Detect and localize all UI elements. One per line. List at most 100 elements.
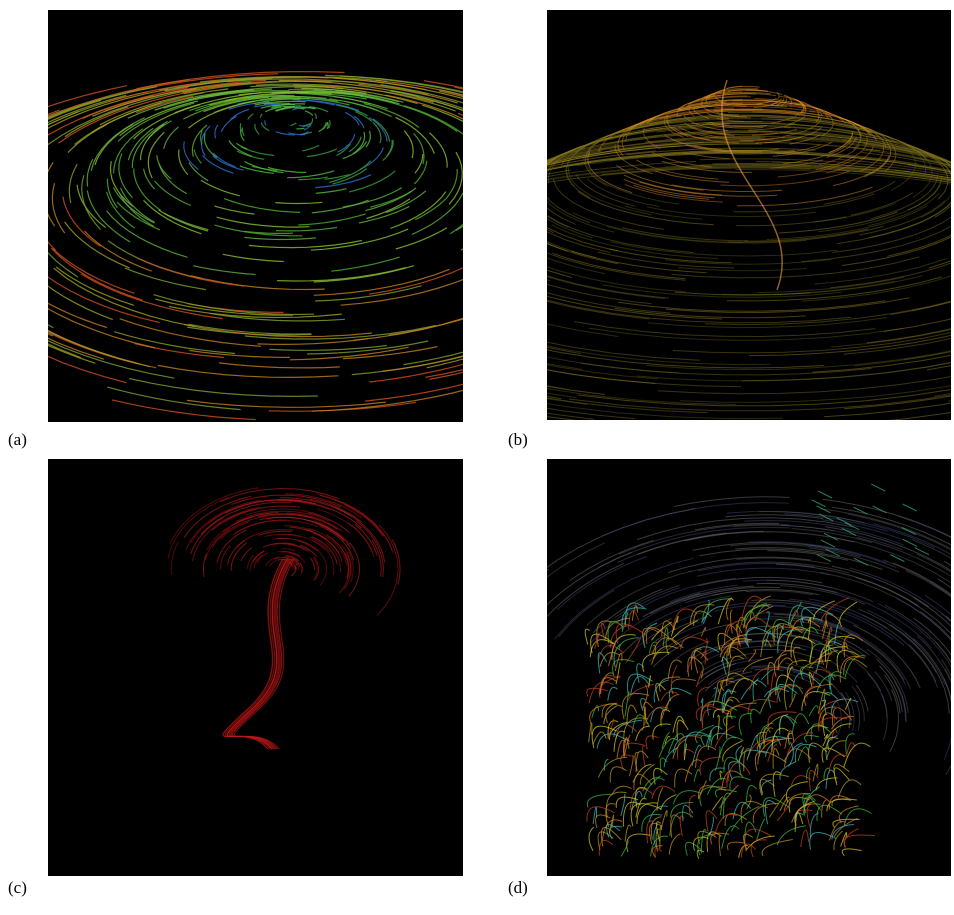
streamline: [226, 558, 288, 750]
streamline: [385, 94, 463, 120]
streamline: [646, 101, 719, 125]
streamline: [411, 191, 463, 236]
streamline: [838, 626, 912, 690]
streamline: [874, 671, 893, 701]
streamline: [239, 165, 274, 174]
streamline: [694, 145, 780, 152]
streamline: [547, 345, 771, 366]
streamline: [695, 670, 703, 688]
streamline: [767, 744, 778, 763]
streamline: [772, 626, 804, 645]
streamline: [784, 730, 795, 749]
streamline: [547, 136, 613, 166]
streamline: [668, 833, 681, 855]
streamline: [746, 734, 759, 761]
streamline: [332, 168, 368, 185]
streamline: [864, 140, 892, 178]
streamline: [867, 609, 916, 642]
streamline: [902, 538, 918, 547]
streamline: [801, 114, 899, 145]
streamline: [157, 364, 339, 379]
streamline: [693, 836, 709, 851]
streamline: [684, 531, 855, 543]
streamline: [847, 167, 951, 181]
streamline: [183, 141, 199, 170]
streamline: [812, 107, 846, 124]
streamline: [609, 151, 882, 161]
streamline: [819, 136, 951, 163]
streamline: [310, 228, 409, 251]
streamline: [813, 202, 896, 223]
streamline: [552, 178, 664, 230]
streamline: [324, 173, 350, 180]
streamline: [819, 588, 933, 649]
streamline: [708, 121, 767, 128]
streamline: [679, 815, 685, 837]
streamline: [682, 95, 722, 107]
streamline: [726, 672, 749, 686]
streamline: [771, 727, 789, 752]
streamline: [270, 106, 282, 109]
streamline: [690, 650, 709, 670]
streamline: [630, 790, 643, 811]
streamline: [744, 519, 905, 546]
streamline: [343, 552, 352, 590]
streamline: [770, 152, 951, 173]
streamline: [777, 158, 856, 178]
streamline: [659, 676, 681, 692]
streamline: [809, 110, 870, 133]
streamline: [584, 142, 608, 187]
streamline: [712, 708, 730, 718]
streamline: [702, 122, 880, 138]
streamline: [621, 693, 650, 720]
streamline: [767, 711, 797, 729]
streamline: [163, 126, 179, 149]
streamline: [589, 702, 618, 725]
streamline: [226, 558, 288, 750]
streamline: [832, 216, 951, 253]
streamline: [825, 653, 833, 669]
streamline: [547, 283, 652, 305]
streamline: [694, 522, 780, 531]
streamline: [645, 627, 670, 645]
streamline: [760, 713, 789, 740]
streamline: [240, 129, 245, 142]
streamline: [776, 624, 785, 639]
streamline: [659, 825, 663, 849]
streamline: [388, 318, 463, 336]
streamline: [113, 128, 144, 174]
streamline: [810, 627, 870, 656]
streamline: [700, 734, 710, 746]
streamline: [86, 158, 94, 187]
streamline: [286, 555, 300, 562]
streamline: [720, 633, 748, 652]
streamline: [222, 558, 283, 750]
streamline: [745, 590, 813, 596]
streamline: [547, 563, 624, 618]
streamline: [178, 149, 189, 176]
streamline: [598, 839, 614, 856]
streamline: [853, 624, 921, 689]
streamline: [748, 122, 795, 131]
streamline: [99, 88, 229, 126]
streamline: [365, 130, 371, 148]
streamline: [809, 812, 819, 838]
streamline: [230, 108, 249, 121]
streamline: [896, 515, 951, 539]
streamline: [636, 517, 854, 540]
streamline: [770, 159, 824, 169]
streamline: [690, 646, 720, 661]
streamline: [344, 504, 384, 537]
streamline: [764, 800, 777, 825]
streamline: [299, 92, 367, 100]
streamline: [613, 643, 621, 668]
streamline: [552, 252, 686, 280]
streamline: [648, 152, 951, 173]
streamline: [190, 275, 325, 291]
streamline: [837, 158, 951, 175]
streamline: [247, 554, 255, 569]
streamline: [701, 708, 712, 729]
streamline: [733, 524, 834, 532]
streamline: [586, 806, 615, 822]
streamline: [315, 174, 372, 189]
